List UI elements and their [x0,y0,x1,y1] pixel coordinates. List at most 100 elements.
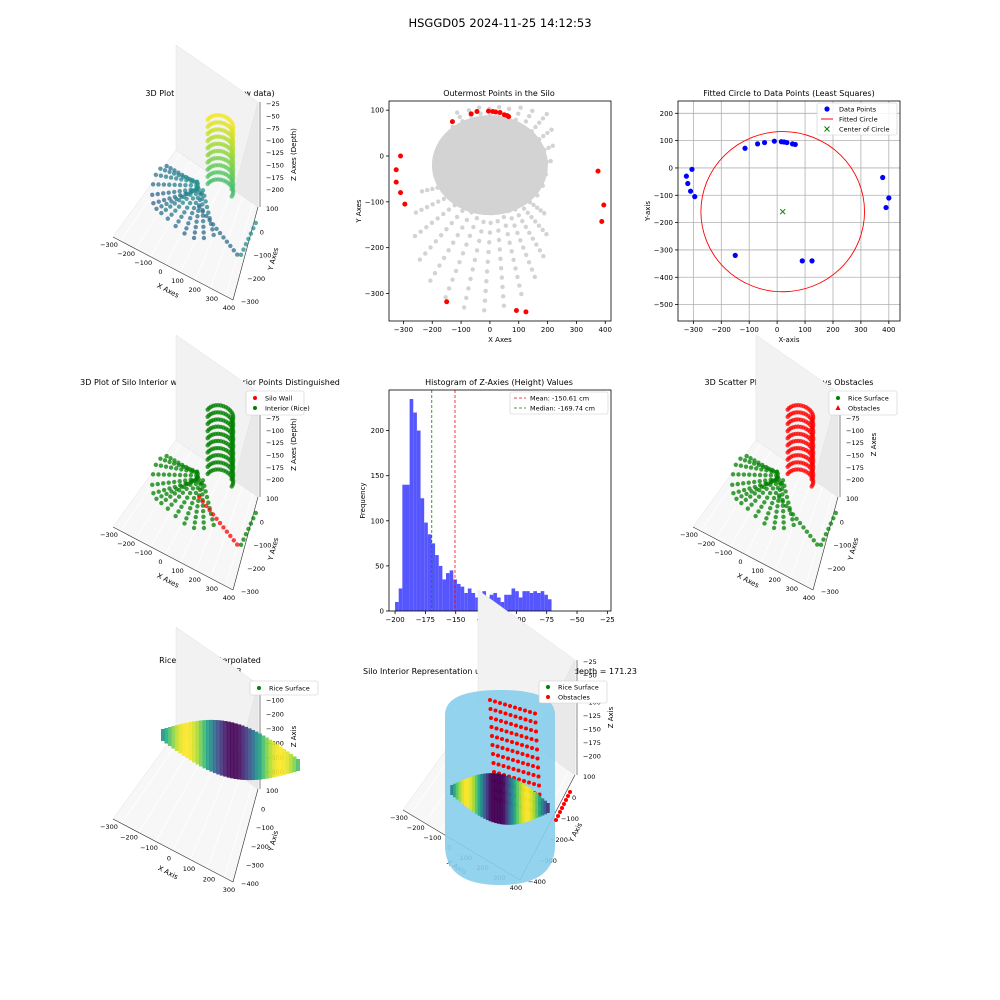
x-tick-label: −100 [140,844,158,852]
data-point [159,494,164,499]
interior-point [512,223,517,228]
data-point [184,196,189,201]
obstacle-point [492,770,496,774]
interior-point [471,224,476,230]
data-point [205,421,210,427]
obstacle-point [513,714,518,719]
interior-point [460,251,466,256]
data-point [191,525,197,531]
data-point [748,494,753,499]
data-point [781,514,786,520]
obstacle-point [566,794,570,798]
data-point [784,139,790,146]
outer-point [506,114,512,120]
interior-point [438,233,444,238]
legend-box [249,680,319,696]
data-point [785,450,790,455]
z-tick-label: −175 [266,174,284,182]
interior-point [525,210,530,216]
interior-point [446,286,452,291]
x-tick-label: 300 [206,585,218,593]
interior-point [532,274,538,280]
x-tick-label: 300 [223,886,235,894]
data-point [176,462,181,468]
interior-point [443,295,448,300]
data-point [172,479,177,485]
obstacle-point [535,756,540,761]
data-point [736,489,741,494]
data-point [764,516,769,521]
outer-point [493,109,499,115]
data-point [205,131,210,137]
interior-point [530,108,535,114]
histogram-bar [515,591,519,611]
interior-point [481,219,486,225]
data-point [191,205,197,211]
y-tick-label: −400 [528,878,546,886]
data-point [785,443,790,448]
interior-point [472,257,478,263]
interior-point [433,239,439,244]
data-point [797,520,803,526]
interior-point [509,216,514,221]
interior-point [500,284,505,290]
data-point [763,472,768,478]
data-point [163,174,169,179]
histogram-bar [475,597,479,611]
y-tick-label: 0 [669,164,673,172]
data-point [210,512,216,517]
y-tick-label: 100 [846,495,858,503]
data-point [774,470,779,475]
data-point [167,459,172,465]
data-point [762,500,767,505]
interior-point [501,214,507,220]
data-point [205,428,210,434]
obstacle-point [514,723,518,728]
histogram-bar [405,484,410,611]
data-point [200,478,206,483]
z-tick-label: −175 [583,739,601,747]
data-point [738,463,744,468]
data-point [785,421,790,427]
data-point [191,495,197,501]
panel5-title: Histogram of Z-Axies (Height) Values [425,378,573,387]
data-point [753,498,758,503]
interior-point [418,229,423,234]
y-tick-label: −400 [654,274,673,282]
x-tick-label: −100 [134,259,152,267]
interior-point [466,108,472,113]
data-point [200,188,206,193]
outer-point [468,111,474,117]
data-point [154,206,159,211]
data-point [151,201,156,206]
x-tick-label: −25 [600,616,615,624]
y-tick-label: −200 [247,565,265,573]
histogram-bar [420,498,425,611]
obstacle-point [533,711,537,716]
data-point [735,481,740,487]
obstacle-point [503,711,508,716]
x-tick-label: −200 [385,616,404,624]
legend-label: Rice Surface [848,395,889,403]
obstacle-point [523,708,527,713]
data-point [756,462,761,468]
data-point [206,210,211,215]
interior-point [474,216,480,221]
obstacle-point [488,698,492,702]
obstacle-point [524,726,528,731]
interior-point [523,252,529,258]
legend-marker [824,106,830,112]
data-point [756,494,762,499]
y-tick-label: 0 [260,228,264,236]
histogram-bar [446,573,450,611]
interior-point [446,207,452,212]
y-tick-label: 100 [266,205,278,213]
obstacle-point [515,741,519,746]
y-tick-label: −200 [827,565,845,573]
data-point [167,169,172,175]
interior-point [550,143,555,148]
data-point [193,224,198,230]
data-point [730,472,736,477]
data-point [182,231,187,236]
data-point [168,204,173,209]
